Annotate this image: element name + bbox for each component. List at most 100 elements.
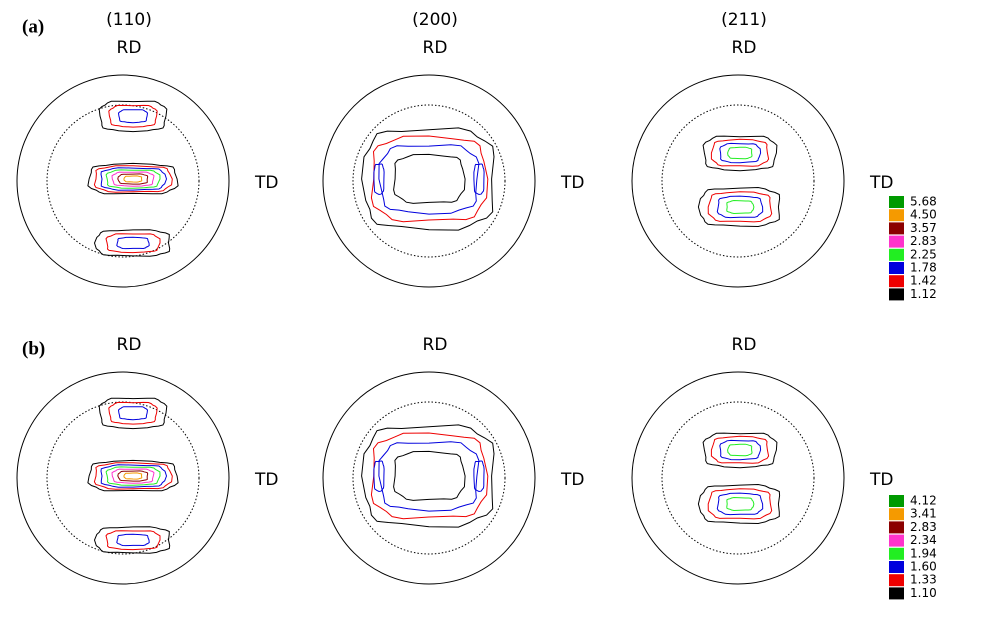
pole-circle bbox=[16, 371, 230, 585]
legend-label: 1.94 bbox=[910, 546, 937, 560]
contour bbox=[727, 146, 753, 160]
legend-swatch bbox=[889, 209, 904, 222]
contour bbox=[105, 233, 161, 254]
contour bbox=[117, 109, 149, 124]
contour bbox=[111, 171, 155, 187]
legend-swatch bbox=[889, 534, 904, 547]
figure-title: (200) bbox=[412, 10, 458, 30]
contour bbox=[105, 530, 161, 551]
contour bbox=[108, 104, 158, 128]
contour bbox=[117, 470, 149, 482]
rd-label: RD bbox=[117, 335, 142, 355]
inner-circle bbox=[352, 104, 506, 258]
contour bbox=[702, 135, 778, 172]
contour bbox=[707, 488, 773, 520]
contour bbox=[726, 496, 755, 512]
contour bbox=[707, 191, 773, 223]
legend-swatch bbox=[889, 235, 904, 248]
legend-label: 3.57 bbox=[910, 221, 937, 235]
contour bbox=[87, 162, 179, 195]
legend-label: 1.12 bbox=[910, 287, 937, 301]
contour bbox=[111, 468, 155, 484]
contour bbox=[697, 483, 781, 525]
contour bbox=[719, 142, 762, 164]
td-label: TD bbox=[869, 173, 893, 193]
contour bbox=[393, 450, 466, 501]
legend-swatch bbox=[889, 547, 904, 560]
legend-label: 2.83 bbox=[910, 520, 937, 534]
legend-label: 1.33 bbox=[910, 573, 937, 587]
pole-circle bbox=[322, 74, 536, 288]
legend-label: 1.10 bbox=[910, 586, 937, 600]
contour bbox=[719, 439, 762, 461]
legend-label: 2.25 bbox=[910, 247, 937, 261]
contour bbox=[98, 397, 168, 430]
td-label: TD bbox=[869, 470, 893, 490]
contour bbox=[702, 432, 778, 469]
legend-swatch bbox=[889, 561, 904, 573]
rd-label: RD bbox=[423, 38, 448, 58]
contour bbox=[117, 406, 149, 421]
legend-swatch bbox=[889, 495, 904, 507]
pole-circle bbox=[322, 371, 536, 585]
contour bbox=[710, 138, 770, 167]
legend-label: 2.34 bbox=[910, 533, 937, 547]
contour bbox=[93, 526, 171, 554]
inner-circle bbox=[661, 401, 815, 555]
contour bbox=[123, 175, 143, 183]
rd-label: RD bbox=[423, 335, 448, 355]
legend-label: 3.41 bbox=[910, 507, 937, 521]
td-label: TD bbox=[254, 173, 278, 193]
legend-label: 4.12 bbox=[910, 494, 937, 508]
contour bbox=[105, 466, 161, 486]
contour bbox=[716, 492, 764, 516]
contour bbox=[87, 459, 179, 492]
panel-label: (a) bbox=[22, 16, 44, 37]
td-label: TD bbox=[560, 470, 584, 490]
contour bbox=[117, 173, 149, 185]
contour bbox=[93, 165, 173, 193]
legend-swatch bbox=[889, 196, 904, 208]
contour bbox=[378, 144, 480, 215]
figure-title: (110) bbox=[106, 10, 152, 30]
td-label: TD bbox=[254, 470, 278, 490]
legend-swatch bbox=[889, 288, 904, 301]
contour bbox=[726, 199, 755, 215]
legend-swatch bbox=[889, 521, 904, 534]
legend-swatch bbox=[889, 222, 904, 235]
contour bbox=[100, 464, 168, 488]
legend-swatch bbox=[889, 248, 904, 261]
contour bbox=[373, 163, 385, 196]
legend-swatch bbox=[889, 587, 904, 600]
contour bbox=[116, 533, 150, 547]
contour bbox=[373, 460, 385, 493]
contour bbox=[116, 236, 150, 250]
contour bbox=[108, 401, 158, 425]
legend-label: 1.42 bbox=[910, 274, 937, 288]
contour bbox=[100, 167, 168, 191]
contour bbox=[697, 186, 781, 228]
contour bbox=[93, 229, 171, 257]
contour bbox=[123, 472, 143, 480]
pole-circle bbox=[631, 371, 845, 585]
contour bbox=[716, 195, 764, 219]
contour bbox=[361, 127, 495, 231]
figure-title: (211) bbox=[721, 10, 767, 30]
legend-label: 1.78 bbox=[910, 261, 937, 275]
legend-label: 5.68 bbox=[910, 195, 937, 209]
td-label: TD bbox=[560, 173, 584, 193]
legend-swatch bbox=[889, 574, 904, 587]
contour bbox=[361, 424, 495, 528]
contour bbox=[710, 435, 770, 464]
rd-label: RD bbox=[117, 38, 142, 58]
legend-swatch bbox=[889, 275, 904, 288]
legend-label: 4.50 bbox=[910, 208, 937, 222]
pole-circle bbox=[631, 74, 845, 288]
contour bbox=[473, 163, 485, 196]
rd-label: RD bbox=[732, 335, 757, 355]
inner-circle bbox=[352, 401, 506, 555]
contour bbox=[473, 460, 485, 493]
pole-circle bbox=[16, 74, 230, 288]
